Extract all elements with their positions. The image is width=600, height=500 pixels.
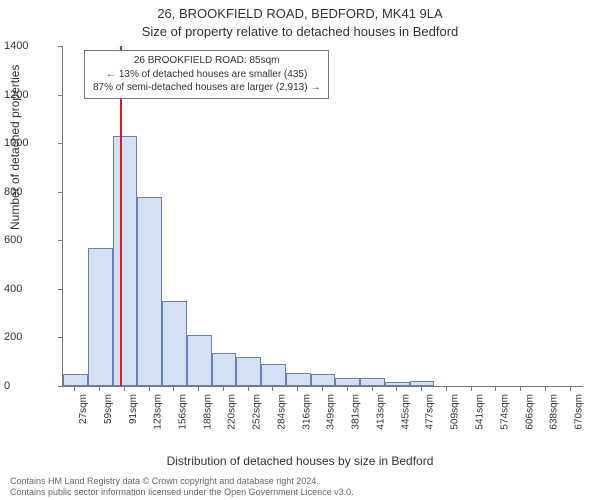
histogram-bar xyxy=(162,301,187,386)
x-tick-mark xyxy=(421,386,422,391)
y-tick-mark xyxy=(58,240,63,241)
x-tick-label: 220sqm xyxy=(227,394,238,430)
annotation-line3: 87% of semi-detached houses are larger (… xyxy=(93,81,320,95)
x-tick-mark xyxy=(520,386,521,391)
x-tick-label: 413sqm xyxy=(376,394,387,430)
x-tick-label: 91sqm xyxy=(128,394,139,424)
histogram-bar xyxy=(236,357,261,386)
x-tick-label: 638sqm xyxy=(549,394,560,430)
histogram-bar xyxy=(335,378,360,387)
annotation-box: 26 BROOKFIELD ROAD: 85sqm ← 13% of detac… xyxy=(84,50,329,99)
footer-line1: Contains HM Land Registry data © Crown c… xyxy=(10,476,319,486)
x-tick-mark xyxy=(396,386,397,391)
x-tick-label: 156sqm xyxy=(177,394,188,430)
footer-line2: Contains public sector information licen… xyxy=(10,487,354,497)
y-tick-label: 200 xyxy=(4,331,58,343)
chart-title-line2: Size of property relative to detached ho… xyxy=(0,24,600,39)
x-tick-mark xyxy=(124,386,125,391)
x-tick-label: 381sqm xyxy=(351,394,362,430)
y-tick-label: 600 xyxy=(4,234,58,246)
x-tick-mark xyxy=(149,386,150,391)
y-tick-label: 400 xyxy=(4,283,58,295)
annotation-line1: 26 BROOKFIELD ROAD: 85sqm xyxy=(93,54,320,68)
x-tick-label: 59sqm xyxy=(103,394,114,424)
x-tick-mark xyxy=(495,386,496,391)
x-tick-mark xyxy=(570,386,571,391)
y-ticks: 0200400600800100012001400 xyxy=(0,46,60,386)
y-tick-mark xyxy=(58,143,63,144)
x-tick-mark xyxy=(297,386,298,391)
x-axis-label: Distribution of detached houses by size … xyxy=(0,454,600,468)
x-tick-label: 252sqm xyxy=(252,394,263,430)
x-ticks: 27sqm 59sqm 91sqm 123sqm 156sqm 188sqm 220sqm 2… xyxy=(62,386,582,446)
x-tick-mark xyxy=(471,386,472,391)
histogram-bar xyxy=(212,353,237,386)
y-tick-mark xyxy=(58,46,63,47)
x-tick-mark xyxy=(322,386,323,391)
x-tick-label: 477sqm xyxy=(425,394,436,430)
histogram-bar xyxy=(187,335,212,386)
annotation-line2: ← 13% of detached houses are smaller (43… xyxy=(93,68,320,82)
x-tick-label: 123sqm xyxy=(153,394,164,430)
y-tick-label: 1400 xyxy=(4,40,58,52)
chart-title-line1: 26, BROOKFIELD ROAD, BEDFORD, MK41 9LA xyxy=(0,6,600,21)
y-tick-label: 1000 xyxy=(4,137,58,149)
histogram-bar xyxy=(360,378,385,387)
y-tick-label: 800 xyxy=(4,186,58,198)
y-tick-mark xyxy=(58,337,63,338)
x-tick-label: 574sqm xyxy=(499,394,510,430)
x-tick-label: 349sqm xyxy=(326,394,337,430)
x-tick-label: 541sqm xyxy=(475,394,486,430)
chart-container: 26, BROOKFIELD ROAD, BEDFORD, MK41 9LA S… xyxy=(0,0,600,500)
y-tick-mark xyxy=(58,289,63,290)
x-tick-mark xyxy=(446,386,447,391)
histogram-bar xyxy=(137,197,162,386)
histogram-bar xyxy=(113,136,138,386)
x-tick-mark xyxy=(198,386,199,391)
x-tick-mark xyxy=(74,386,75,391)
x-tick-label: 188sqm xyxy=(202,394,213,430)
y-tick-label: 1200 xyxy=(4,89,58,101)
x-tick-mark xyxy=(223,386,224,391)
y-tick-mark xyxy=(58,192,63,193)
x-tick-label: 606sqm xyxy=(524,394,535,430)
x-tick-mark xyxy=(173,386,174,391)
x-tick-label: 445sqm xyxy=(400,394,411,430)
x-tick-mark xyxy=(347,386,348,391)
x-tick-label: 316sqm xyxy=(301,394,312,430)
y-tick-label: 0 xyxy=(4,380,58,392)
x-tick-mark xyxy=(545,386,546,391)
x-tick-label: 670sqm xyxy=(574,394,585,430)
x-tick-mark xyxy=(372,386,373,391)
histogram-bar xyxy=(261,364,286,386)
y-tick-mark xyxy=(58,95,63,96)
histogram-bar xyxy=(88,248,113,386)
x-tick-mark xyxy=(248,386,249,391)
histogram-bar xyxy=(311,374,336,386)
x-tick-label: 27sqm xyxy=(78,394,89,424)
x-tick-mark xyxy=(99,386,100,391)
x-tick-mark xyxy=(272,386,273,391)
histogram-bar xyxy=(286,373,311,386)
x-tick-label: 284sqm xyxy=(276,394,287,430)
x-tick-label: 509sqm xyxy=(450,394,461,430)
histogram-bar xyxy=(63,374,88,386)
